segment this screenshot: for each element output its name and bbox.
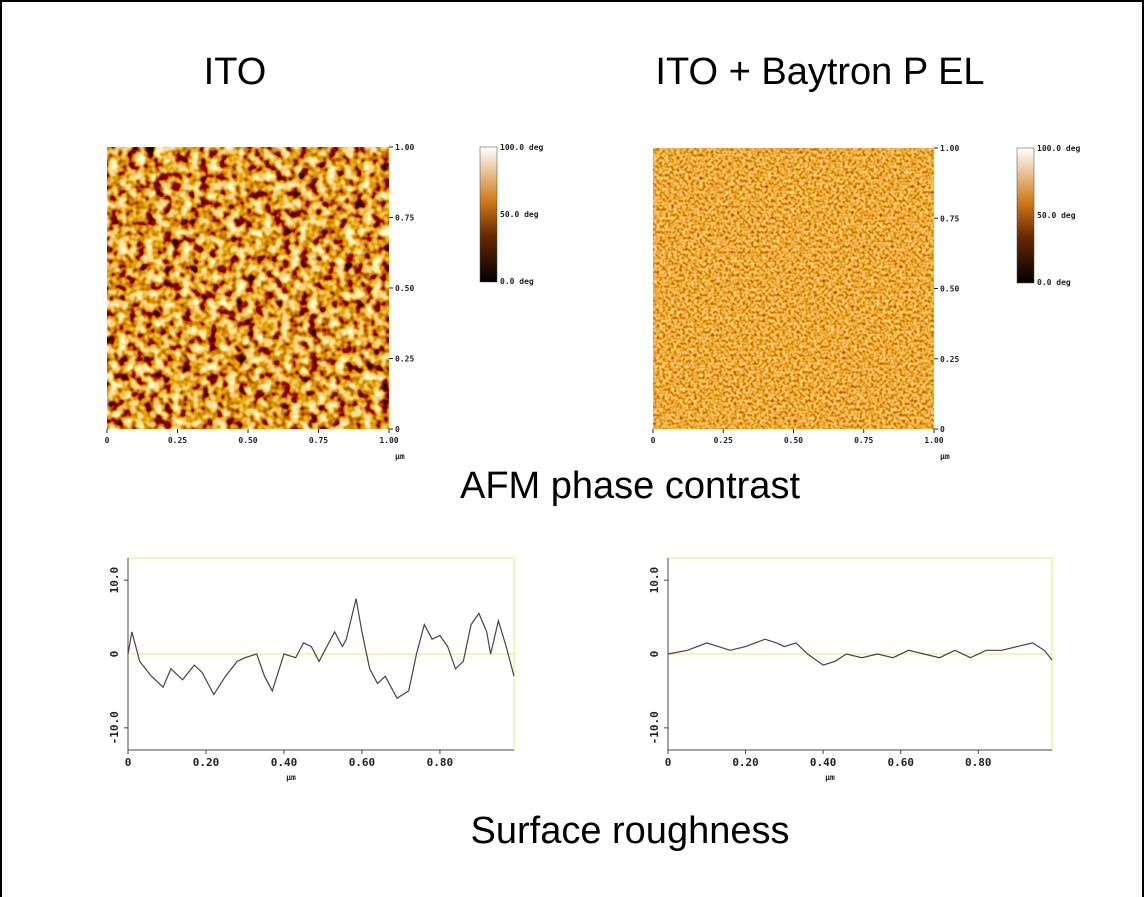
colorbar-label: 50.0 deg — [500, 210, 539, 219]
colorbar-label: 100.0 deg — [500, 143, 544, 152]
y-tick-label: 0.75 — [395, 214, 414, 223]
x-tick-label: 0.50 — [784, 436, 803, 445]
x-tick-label: 0.40 — [271, 756, 298, 769]
x-tick-label: 0.60 — [349, 756, 376, 769]
x-tick-label: 0 — [665, 756, 672, 769]
caption: AFM phase contrast — [460, 465, 800, 507]
afm-image — [107, 147, 389, 429]
y-tick-label: 1.00 — [395, 143, 414, 152]
x-tick-label: 0 — [105, 436, 110, 445]
y-tick-label: -10.0 — [648, 711, 661, 744]
afm-image — [653, 148, 934, 429]
y-tick-label: 0.75 — [940, 214, 959, 223]
colorbar-label: 0.0 deg — [1037, 278, 1071, 287]
x-axis-label: µm — [286, 773, 296, 782]
y-tick-label: 0.50 — [395, 284, 414, 293]
x-tick-label: 0.50 — [238, 436, 257, 445]
colorbar-label: 0.0 deg — [500, 277, 534, 286]
x-tick-label: 0 — [125, 756, 132, 769]
x-tick-label: 0.80 — [965, 756, 992, 769]
x-tick-label: 0.25 — [714, 436, 733, 445]
x-tick-label: 0.60 — [887, 756, 914, 769]
x-tick-label: 0.20 — [193, 756, 220, 769]
x-axis-label: µm — [825, 773, 835, 782]
x-tick-label: 0.75 — [309, 436, 328, 445]
x-tick-label: 0.75 — [854, 436, 873, 445]
unit-label: µm — [395, 452, 405, 461]
x-tick-label: 0.25 — [168, 436, 187, 445]
profile-line — [667, 638, 1053, 666]
colorbar-label: 100.0 deg — [1037, 144, 1081, 153]
y-tick-label: 0 — [108, 651, 121, 658]
colorbar-label: 50.0 deg — [1037, 211, 1076, 220]
unit-label: µm — [940, 452, 950, 461]
y-tick-label: 10.0 — [648, 567, 661, 594]
heading: ITO + Baytron P EL — [655, 51, 984, 93]
y-tick-label: 0.50 — [940, 285, 959, 294]
y-tick-label: 0 — [648, 651, 661, 658]
y-tick-label: 0.25 — [940, 355, 959, 364]
y-tick-label: 10.0 — [108, 567, 121, 594]
x-tick-label: 0 — [651, 436, 656, 445]
profile-line — [127, 598, 515, 700]
y-tick-label: 1.00 — [940, 144, 959, 153]
y-tick-label: -10.0 — [108, 711, 121, 744]
caption: Surface roughness — [471, 810, 790, 852]
x-tick-label: 1.00 — [379, 436, 398, 445]
colorbar — [479, 146, 498, 283]
x-tick-label: 0.40 — [810, 756, 837, 769]
x-tick-label: 0.20 — [732, 756, 759, 769]
colorbar — [1016, 147, 1035, 284]
y-tick-label: 0 — [395, 425, 400, 434]
y-tick-label: 0 — [940, 425, 945, 434]
y-tick-label: 0.25 — [395, 355, 414, 364]
x-tick-label: 0.80 — [427, 756, 454, 769]
heading: ITO — [204, 51, 267, 93]
x-tick-label: 1.00 — [924, 436, 943, 445]
